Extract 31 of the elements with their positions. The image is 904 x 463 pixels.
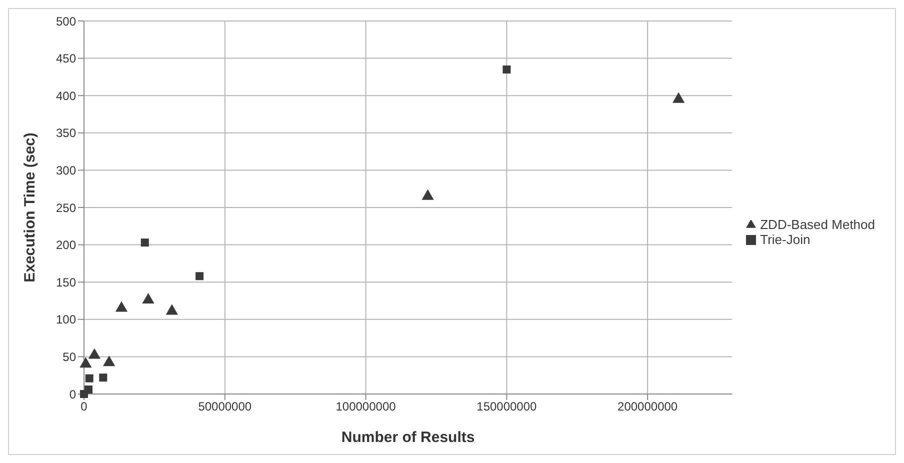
y-tick-label: 0 — [69, 387, 76, 402]
y-axis-title: Execution Time (sec) — [21, 132, 38, 282]
x-axis-title: Number of Results — [341, 429, 475, 446]
y-tick-label: 250 — [56, 200, 76, 215]
y-tick-label: 350 — [56, 126, 76, 140]
y-tick-label: 450 — [56, 52, 76, 66]
point — [88, 348, 101, 359]
point — [84, 386, 93, 394]
point — [103, 356, 116, 366]
y-tick-label: 100 — [56, 312, 76, 327]
y-tick-label: 150 — [56, 275, 76, 290]
point — [672, 92, 685, 103]
y-tick-label: 500 — [56, 14, 76, 28]
point — [142, 292, 154, 304]
point — [166, 304, 178, 315]
point — [85, 374, 94, 382]
y-tick-label: 400 — [56, 88, 76, 103]
x-tick-label: 100000000 — [336, 400, 396, 414]
point — [99, 374, 108, 382]
point — [80, 357, 92, 368]
x-tick-label: 150000000 — [476, 400, 538, 414]
x-tick-label: 50000000 — [198, 400, 252, 414]
x-tick-label: 0 — [80, 400, 88, 414]
legend-label: ZDD-Based Method — [760, 216, 875, 232]
point — [115, 301, 128, 312]
y-tick-label: 200 — [56, 238, 76, 252]
legend-label: Trie-Join — [760, 232, 810, 246]
point — [422, 189, 434, 200]
y-tick-label: 300 — [56, 163, 76, 178]
x-tick-label: 200000000 — [618, 400, 678, 414]
y-tick-label: 50 — [62, 350, 76, 364]
